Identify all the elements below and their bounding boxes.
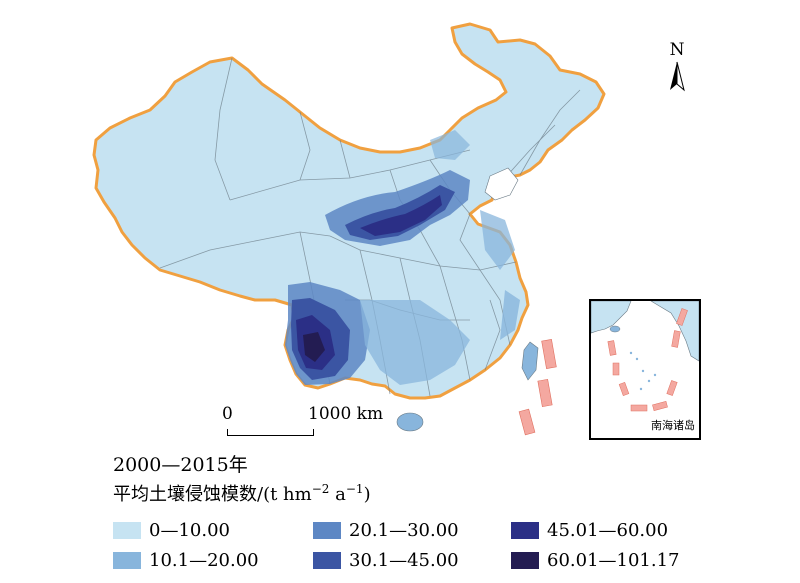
north-arrow — [670, 61, 685, 92]
inset-map — [591, 301, 699, 412]
legend-subtitle: 平均土壤侵蚀模数/(t hm−2 a−1) — [113, 480, 371, 506]
bohai-sea — [484, 167, 519, 201]
legend-item: 45.01—60.00 — [511, 518, 668, 542]
hainan-island — [396, 412, 424, 432]
legend-label: 30.1—45.00 — [349, 549, 459, 571]
erosion-hotspots — [285, 130, 520, 385]
legend-item: 30.1—45.00 — [313, 548, 459, 572]
subtitle-exp1: −2 — [311, 482, 330, 496]
legend-item: 20.1—30.00 — [313, 518, 459, 542]
legend-item: 10.1—20.00 — [113, 548, 259, 572]
northeast-light — [430, 130, 470, 160]
legend-swatch — [313, 521, 341, 539]
subtitle-prefix: 平均土壤侵蚀模数/(t hm — [113, 484, 312, 505]
south-light-1 — [360, 300, 470, 385]
legend-swatch — [113, 521, 141, 539]
subtitle-mid: a — [329, 484, 346, 505]
southwest-extreme — [303, 332, 325, 362]
subtitle-suffix: ) — [363, 484, 371, 505]
scale-line — [227, 429, 314, 436]
inset-label: 南海诸岛 — [651, 419, 695, 432]
south-china-sea-inset: 南海诸岛 — [589, 299, 701, 440]
south-light-2 — [480, 210, 515, 270]
legend-label: 60.01—101.17 — [547, 549, 680, 571]
loess-plateau-severe — [360, 195, 442, 236]
scale-bar: 0 1000 km — [216, 400, 416, 440]
legend-item: 0—10.00 — [113, 518, 230, 542]
scale-max-label: 1000 km — [308, 404, 384, 424]
legend-swatch — [511, 551, 539, 569]
legend-swatch — [511, 521, 539, 539]
boundary-markers — [518, 338, 557, 436]
legend-item: 60.01—101.17 — [511, 548, 680, 572]
legend-swatch — [113, 551, 141, 569]
taiwan-island — [521, 341, 539, 381]
north-indicator: N — [662, 42, 692, 59]
scale-zero-label: 0 — [222, 404, 233, 424]
legend: 0—10.00 10.1—20.00 20.1—30.00 30.1—45.00… — [113, 518, 733, 578]
legend-label: 20.1—30.00 — [349, 519, 459, 541]
legend-label: 10.1—20.00 — [149, 549, 259, 571]
north-label: N — [669, 40, 685, 60]
legend-swatch — [313, 551, 341, 569]
subtitle-exp2: −1 — [345, 482, 364, 496]
south-light-3 — [500, 290, 520, 340]
legend-label: 0—10.00 — [149, 519, 230, 541]
legend-label: 45.01—60.00 — [547, 519, 669, 541]
legend-title: 2000—2015年 — [113, 454, 248, 476]
